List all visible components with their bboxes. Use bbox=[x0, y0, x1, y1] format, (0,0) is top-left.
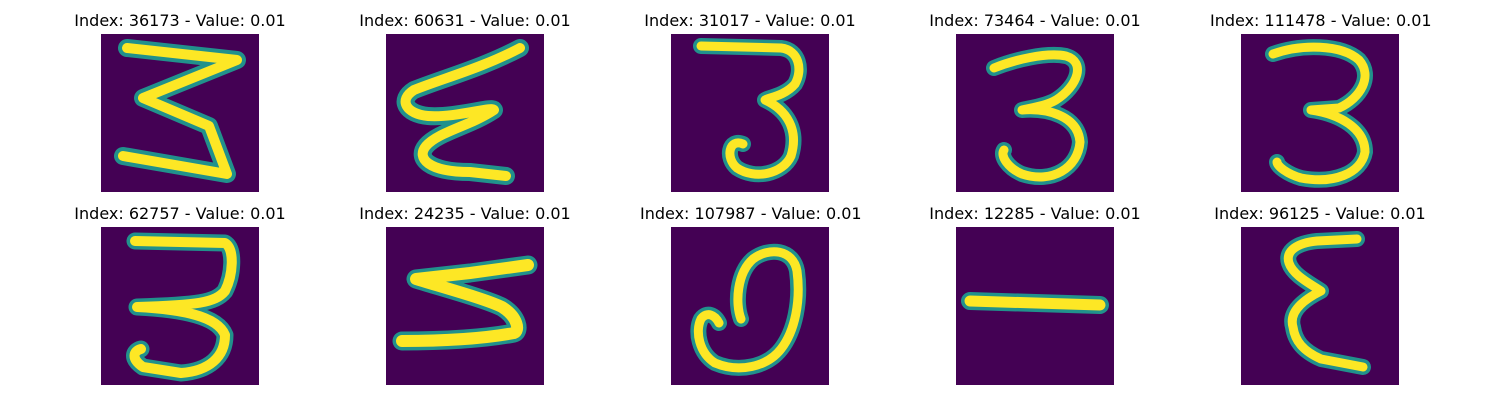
handwritten-digit-graphic bbox=[961, 292, 1109, 314]
panel-title: Index: 96125 - Value: 0.01 bbox=[1214, 204, 1426, 223]
panel-title: Index: 73464 - Value: 0.01 bbox=[929, 11, 1141, 30]
digit-image bbox=[386, 227, 544, 385]
handwritten-digit-graphic bbox=[396, 39, 529, 185]
image-panel: Index: 96125 - Value: 0.01 bbox=[1210, 205, 1430, 385]
digit-image bbox=[1241, 34, 1399, 192]
digit-image bbox=[671, 227, 829, 385]
image-panel: Index: 12285 - Value: 0.01 bbox=[925, 205, 1145, 385]
panel-title: Index: 24235 - Value: 0.01 bbox=[359, 204, 571, 223]
digit-image bbox=[956, 34, 1114, 192]
handwritten-digit-graphic bbox=[690, 243, 807, 376]
panel-title: Index: 111478 - Value: 0.01 bbox=[1210, 11, 1432, 30]
digit-image bbox=[671, 34, 829, 192]
panel-title: Index: 107987 - Value: 0.01 bbox=[640, 204, 862, 223]
image-panel: Index: 36173 - Value: 0.01 bbox=[70, 12, 290, 192]
panel-title: Index: 62757 - Value: 0.01 bbox=[74, 204, 286, 223]
handwritten-digit-graphic bbox=[392, 255, 538, 351]
image-panel: Index: 73464 - Value: 0.01 bbox=[925, 12, 1145, 192]
image-panel: Index: 31017 - Value: 0.01 bbox=[640, 12, 860, 192]
image-panel: Index: 24235 - Value: 0.01 bbox=[355, 205, 575, 385]
handwritten-digit-graphic bbox=[693, 38, 807, 183]
image-panel: Index: 60631 - Value: 0.01 bbox=[355, 12, 575, 192]
digit-image bbox=[101, 34, 259, 192]
image-panel: Index: 107987 - Value: 0.01 bbox=[640, 204, 862, 385]
handwritten-digit-graphic bbox=[1265, 39, 1373, 188]
panel-title: Index: 12285 - Value: 0.01 bbox=[929, 204, 1141, 223]
image-panel: Index: 111478 - Value: 0.01 bbox=[1210, 11, 1432, 192]
image-panel: Index: 62757 - Value: 0.01 bbox=[70, 205, 290, 385]
panel-title: Index: 36173 - Value: 0.01 bbox=[74, 11, 286, 30]
digit-image bbox=[386, 34, 544, 192]
panel-title: Index: 60631 - Value: 0.01 bbox=[359, 11, 571, 30]
digit-image bbox=[101, 227, 259, 385]
handwritten-digit-graphic bbox=[114, 39, 246, 183]
digit-image bbox=[1241, 227, 1399, 385]
digit-image bbox=[956, 227, 1114, 385]
panel-title: Index: 31017 - Value: 0.01 bbox=[644, 11, 856, 30]
handwritten-digit-graphic bbox=[986, 46, 1088, 185]
handwritten-digit-graphic bbox=[1280, 231, 1371, 375]
handwritten-digit-graphic bbox=[126, 232, 241, 382]
